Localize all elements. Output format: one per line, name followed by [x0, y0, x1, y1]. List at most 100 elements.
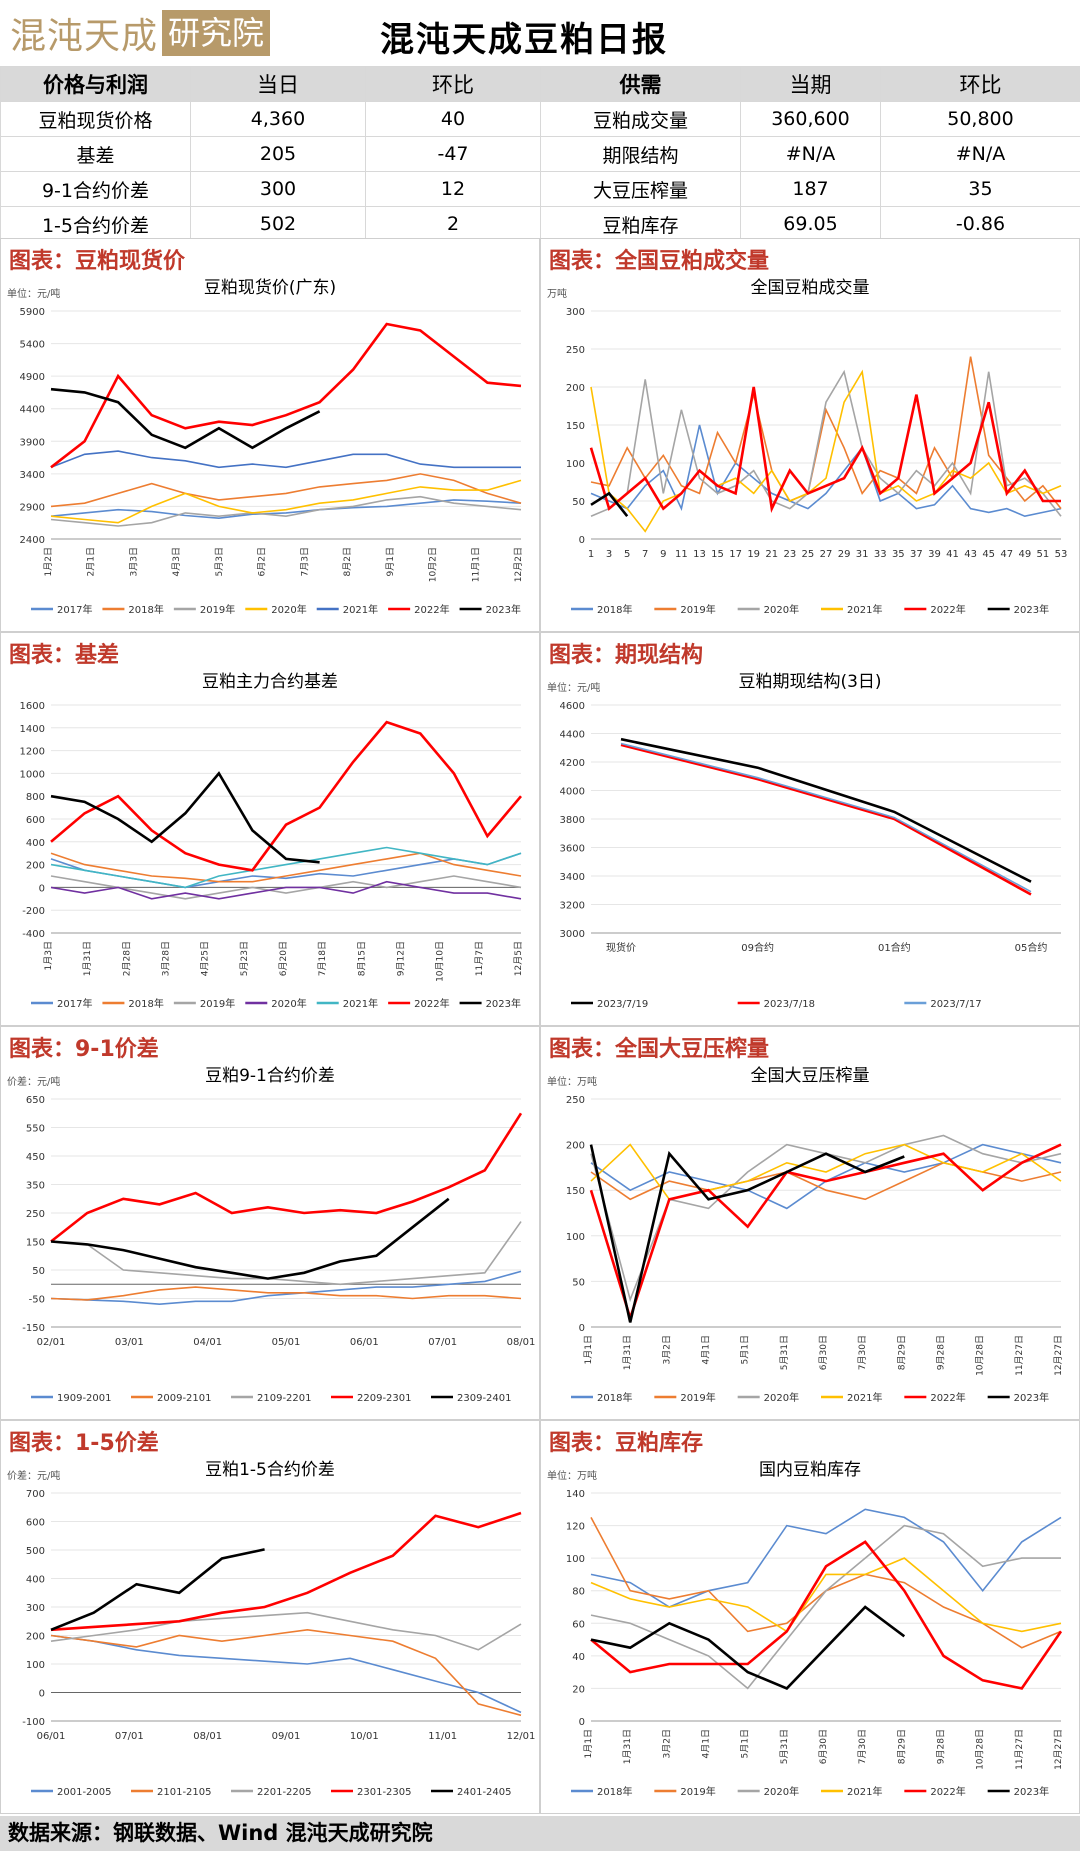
x-tick-label: 07/01 [115, 1731, 144, 1742]
spot-price-chart: 豆粕现货价(广东) 单位：元/吨 2400 2900 3400 3900 4400 4900 5… [7, 278, 524, 616]
y-tick-label: 150 [566, 421, 585, 432]
y-tick-label: 40 [572, 1652, 585, 1663]
legend-label: 2020年 [271, 997, 306, 1010]
summary-row: 基差 205 -47 期限结构 #N/A #N/A [0, 136, 1080, 172]
x-tick-label: 3月28日 [161, 941, 172, 976]
panel-term-structure: 图表：期现结构 豆粕期现结构(3日) 单位：元/吨 3000 3200 3400 3600… [540, 632, 1080, 1026]
x-tick-label: 53 [1055, 549, 1068, 560]
y-tick-label: 0 [579, 1323, 585, 1334]
y-tick-label: 400 [26, 1575, 45, 1586]
x-tick-label: 8月29日 [896, 1335, 907, 1370]
y-tick-label: 150 [566, 1186, 585, 1197]
x-tick-label: 06/01 [37, 1731, 66, 1742]
x-tick-label: 47 [1000, 549, 1013, 560]
y-tick-label: 200 [566, 383, 585, 394]
header-price-profit: 价格与利润 [0, 66, 191, 102]
row-value: 360,600 [740, 101, 881, 137]
x-tick-label: 12月2日 [513, 547, 524, 582]
x-tick-label: 04/01 [193, 1337, 222, 1348]
row-value: 205 [190, 136, 366, 172]
x-tick-label: 11/01 [428, 1731, 457, 1742]
legend-label: 2021年 [343, 997, 378, 1010]
legend-label: 2023年 [1014, 1391, 1049, 1404]
panel-caption: 图表：基差 [9, 643, 120, 668]
panel-caption: 图表：1-5价差 [9, 1431, 159, 1456]
x-tick-label: 05合约 [1015, 941, 1048, 954]
series-line [50, 875, 522, 900]
y-tick-label: 20 [572, 1684, 585, 1695]
x-tick-label: 07/01 [428, 1337, 457, 1348]
x-tick-label: 49 [1018, 549, 1031, 560]
row-value: #N/A [740, 136, 881, 172]
unit-label: 万吨 [547, 287, 567, 300]
series-line [620, 737, 1032, 883]
legend-label: 2023/7/19 [597, 999, 648, 1010]
series-line [590, 1134, 1062, 1303]
y-tick-label: 550 [26, 1124, 45, 1135]
series-line [50, 495, 522, 527]
series-line [50, 479, 522, 524]
chart-title: 豆粕9-1合约价差 [205, 1066, 335, 1086]
series-line [50, 1628, 522, 1717]
y-tick-label: 0 [39, 883, 45, 894]
series-line [590, 1524, 1061, 1690]
logo-badge: 研究院 [162, 10, 271, 56]
header-change: 环比 [365, 66, 541, 102]
x-tick-label: 9月1日 [385, 547, 396, 576]
legend-label: 2020年 [764, 603, 799, 616]
y-tick-label: 100 [566, 459, 585, 470]
row-value: 502 [190, 206, 366, 242]
legend-label: 2023年 [486, 997, 521, 1010]
panel-basis: 图表：基差 豆粕主力合约基差 -400 -200 0 200 400 600 800 1000 1… [0, 632, 540, 1026]
y-tick-label: 600 [26, 815, 45, 826]
x-tick-label: 9月12日 [396, 941, 407, 976]
report-header: 混沌天成 研究院 混沌天成豆粕日报 [0, 0, 1080, 66]
row-value: 69.05 [740, 206, 881, 242]
x-tick-label: 01合约 [878, 941, 911, 954]
x-tick-label: 5月31日 [779, 1335, 790, 1370]
unit-label: 单位：元/吨 [7, 287, 60, 300]
header-current: 当期 [740, 66, 881, 102]
x-tick-label: 43 [964, 549, 977, 560]
row-change: -47 [365, 136, 541, 172]
series-line [589, 1143, 1062, 1323]
y-tick-label: 200 [26, 1632, 45, 1643]
x-tick-label: 5月3日 [214, 547, 225, 576]
spread-1-5-chart: 豆粕1-5合约价差 价差：元/吨 -100 0 100 200 300 400 500 600 70… [7, 1460, 535, 1798]
series-line [590, 1605, 906, 1690]
x-tick-label: 13 [693, 549, 706, 560]
x-tick-label: 4月25日 [200, 941, 211, 976]
source-footer: 数据来源：钢联数据、Wind 混沌天成研究院 [0, 1816, 1080, 1851]
chart-title: 国内豆粕库存 [759, 1460, 861, 1480]
y-tick-label: 450 [26, 1152, 45, 1163]
y-tick-label: 1600 [20, 701, 45, 712]
legend-label: 2022年 [930, 1785, 965, 1798]
x-tick-label: 29 [838, 549, 851, 560]
series-line [50, 450, 521, 469]
y-tick-label: 4600 [560, 701, 585, 712]
x-tick-label: 10月28日 [975, 1335, 986, 1376]
series-line [590, 369, 1062, 517]
x-tick-label: 5 [624, 549, 630, 560]
legend-label: 2009-2101 [157, 1393, 212, 1404]
basis-chart: 豆粕主力合约基差 -400 -200 0 200 400 600 800 1000 1200 140… [20, 672, 524, 1010]
y-tick-label: 250 [566, 345, 585, 356]
y-tick-label: 120 [566, 1522, 585, 1533]
y-tick-label: 80 [572, 1587, 585, 1598]
crush-chart: 全国大豆压榨量 单位：万吨 0 50 100 150 200 250 1月1日 1月31日 3月2日… [547, 1066, 1064, 1404]
x-tick-label: 4月1日 [701, 1335, 712, 1364]
legend-label: 2020年 [764, 1391, 799, 1404]
x-tick-label: 45 [982, 549, 995, 560]
x-tick-label: 5月31日 [779, 1729, 790, 1764]
y-tick-label: 1200 [20, 747, 45, 758]
row-value: 187 [740, 171, 881, 207]
summary-header-row: 价格与利润 当日 环比 供需 当期 环比 [0, 66, 1080, 102]
x-tick-label: 17 [729, 549, 742, 560]
y-tick-label: 100 [566, 1554, 585, 1565]
x-tick-label: 1月2日 [43, 547, 54, 576]
x-tick-label: 15 [711, 549, 724, 560]
x-tick-label: 8月2日 [342, 547, 353, 576]
y-tick-label: 60 [572, 1619, 585, 1630]
legend-label: 2001-2005 [57, 1787, 112, 1798]
